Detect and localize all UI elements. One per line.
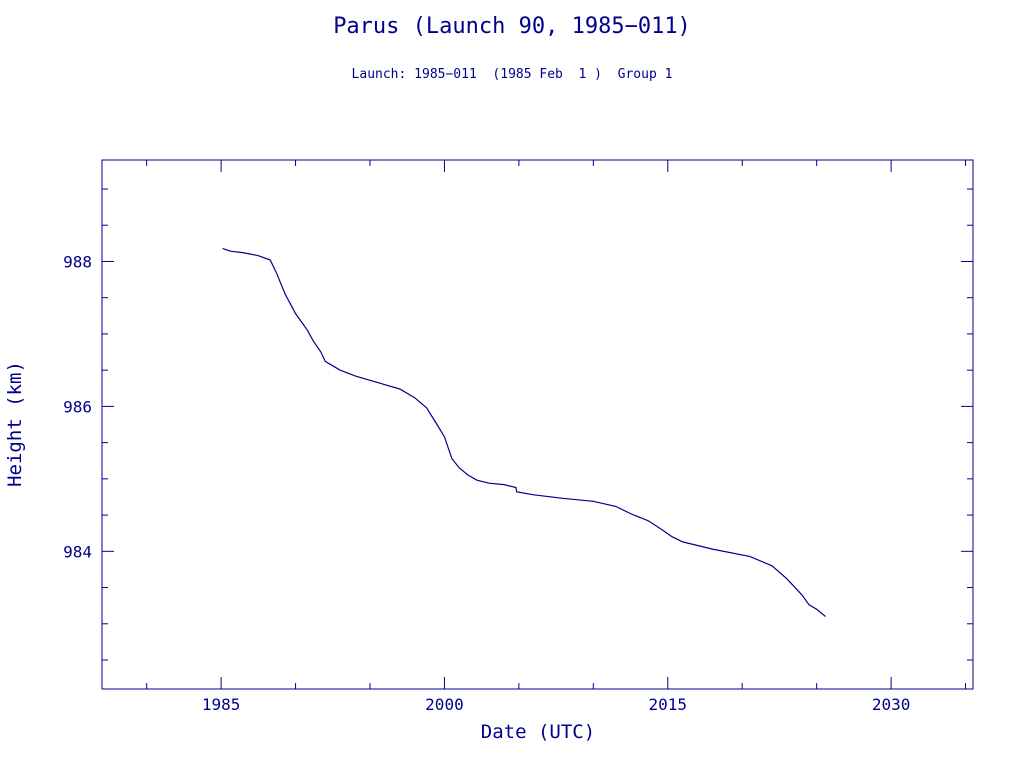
x-tick-label: 2030 — [872, 695, 911, 714]
y-axis-label: Height (km) — [4, 361, 26, 487]
y-tick-label: 984 — [63, 542, 92, 561]
x-axis-label: Date (UTC) — [481, 721, 595, 743]
series-line-height — [222, 247, 826, 617]
axis-ticks — [102, 160, 973, 689]
chart-title: Parus (Launch 90, 1985−011) — [333, 14, 691, 39]
chart-subtitle: Launch: 1985−011 (1985 Feb 1 ) Group 1 — [351, 67, 673, 82]
axis-tick-labels: 1985 2000 2015 2030 984 986 988 — [63, 252, 910, 714]
y-tick-label: 988 — [63, 252, 92, 271]
x-tick-label: 2000 — [425, 695, 464, 714]
x-tick-label: 2015 — [649, 695, 688, 714]
x-tick-label: 1985 — [202, 695, 241, 714]
plot-frame — [101, 159, 974, 690]
y-tick-label: 986 — [63, 397, 92, 416]
